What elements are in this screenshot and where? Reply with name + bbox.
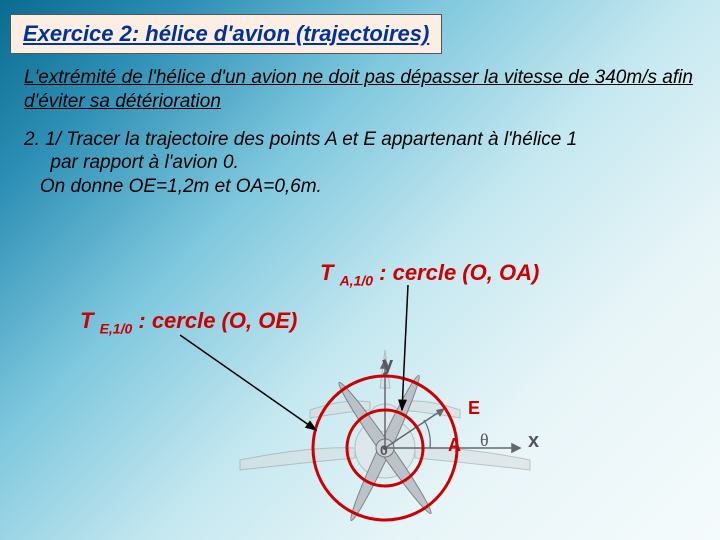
question-text: 2. 1/ Tracer la trajectoire des points A… (24, 128, 696, 199)
title-box: Exercice 2: hélice d'avion (trajectoires… (10, 14, 442, 54)
exercise-title: Exercice 2: hélice d'avion (trajectoires… (23, 21, 429, 46)
theta-label: θ (480, 430, 489, 451)
question-line3: On donne OE=1,2m et OA=0,6m. (40, 176, 322, 197)
trajectory-e-answer: T E,1/0 : cercle (O, OE) (80, 308, 297, 336)
x-axis-label: x (528, 430, 539, 453)
intro-text: L'extrémité de l'hélice d'un avion ne do… (24, 66, 696, 114)
origin-label: 0 (380, 442, 388, 458)
y-axis-label: y (382, 354, 393, 377)
trajectory-a-answer: T A,1/0 : cercle (O, OA) (320, 260, 539, 288)
point-a-label: A (448, 435, 461, 456)
theta-arc (424, 420, 430, 448)
point-e-label: E (468, 398, 480, 419)
question-line2: par rapport à l'avion 0. (50, 152, 238, 173)
question-line1: 2. 1/ Tracer la trajectoire des points A… (24, 129, 577, 150)
propeller-diagram (230, 340, 570, 540)
